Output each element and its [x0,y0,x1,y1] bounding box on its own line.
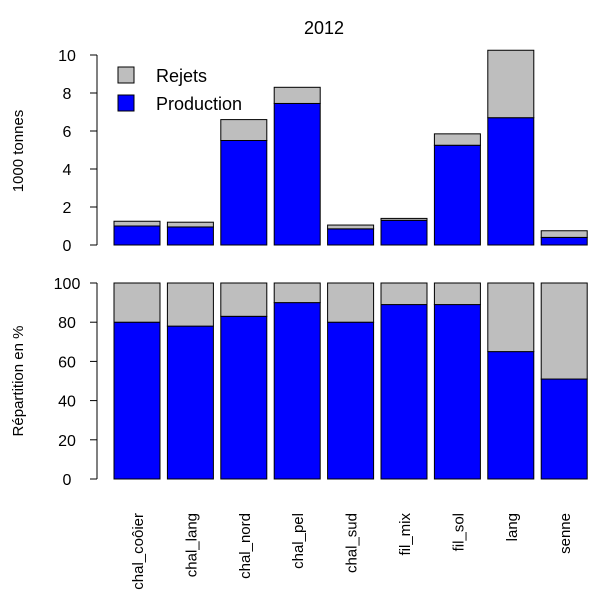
category-label: chal_pel [290,513,307,569]
top-y-tick-label: 0 [63,238,72,255]
category-label: senne [557,513,574,554]
bottom-bar-rejets-senne [540,282,588,380]
bottom-bar-production-chal-pel [273,302,321,480]
bottom-y-tick-label: 60 [58,354,76,371]
top-y-tick-label: 6 [63,124,72,141]
top-panel: 0 2 4 6 8 10 1000 tonnes Rejets Production [10,48,588,255]
category-label: fil_sol [450,513,467,551]
top-bar-production-chal-lang [166,226,214,246]
bottom-bar-rejets-fil-mix [380,282,428,306]
legend: Rejets Production [117,66,242,114]
bottom-y-tick-label: 20 [58,433,76,450]
top-bar-production-fil-mix [380,219,428,246]
top-y-axis: 0 2 4 6 8 10 [58,48,98,255]
bottom-bar-rejets-chal-lang [166,282,214,327]
top-y-tick-label: 2 [63,200,72,217]
bottom-bar-rejets-chal-co-ier [113,282,161,323]
legend-swatch-rejets [117,66,135,84]
bottom-bar-rejets-chal-nord [220,282,268,317]
top-bar-rejets-senne [540,230,588,238]
bottom-bar-production-chal-lang [166,325,214,480]
bottom-bar-production-chal-co-ier [113,321,161,480]
top-y-axis-label: 1000 tonnes [10,110,27,193]
bottom-y-tick-label: 0 [63,472,72,489]
top-bar-production-lang [487,117,535,246]
category-labels: chal_coôier chal_lang chal_nord chal_pel cha… [130,513,574,590]
top-bar-rejets-chal-nord [220,119,268,141]
bottom-bar-rejets-lang [487,282,535,353]
bottom-bar-production-fil-sol [433,304,481,480]
bottom-y-tick-label: 40 [58,394,76,411]
bottom-y-axis-label: Répartition en % [10,326,27,437]
bottom-bar-production-chal-sud [327,321,375,480]
top-bar-rejets-fil-sol [433,133,481,146]
bottom-bar-production-senne [540,378,588,480]
category-label: chal_lang [183,513,200,577]
top-bar-production-chal-nord [220,140,268,246]
legend-label-rejets: Rejets [156,66,207,86]
top-bar-rejets-chal-co-ier [113,220,161,227]
category-label: fil_mix [397,513,414,556]
top-y-tick-label: 8 [63,86,72,103]
bottom-panel: 0 20 40 60 80 100 Répartition en % [10,276,588,489]
top-y-tick-label: 10 [58,48,76,65]
top-bar-rejets-lang [487,49,535,119]
category-label: chal_coôier [130,513,147,590]
top-bar-production-chal-sud [327,228,375,246]
bottom-bar-rejets-fil-sol [433,282,481,306]
top-bar-production-fil-sol [433,144,481,246]
bottom-bar-production-chal-nord [220,315,268,480]
top-bar-rejets-chal-pel [273,86,321,104]
bottom-bar-production-lang [487,351,535,480]
bottom-y-axis: 0 20 40 60 80 100 [54,276,98,489]
bottom-y-tick-label: 80 [58,315,76,332]
top-bar-rejets-fil-mix [380,217,428,221]
top-bar-production-chal-co-ier [113,225,161,246]
top-bar-rejets-chal-lang [166,221,214,228]
category-label: chal_nord [237,513,254,579]
chart-title: 2012 [304,18,344,38]
bottom-bar-production-fil-mix [380,304,428,480]
top-bars [113,49,588,246]
category-label: lang [504,513,521,541]
top-bar-rejets-chal-sud [327,224,375,230]
bottom-bar-rejets-chal-pel [273,282,321,304]
top-bar-production-chal-pel [273,102,321,246]
legend-label-production: Production [156,94,242,114]
legend-swatch-production [117,94,135,112]
top-y-tick-label: 4 [63,162,72,179]
category-label: chal_sud [344,513,361,573]
bottom-bars [113,282,588,480]
top-bar-production-senne [540,236,588,246]
bottom-bar-rejets-chal-sud [327,282,375,323]
bottom-y-tick-label: 100 [54,276,81,293]
